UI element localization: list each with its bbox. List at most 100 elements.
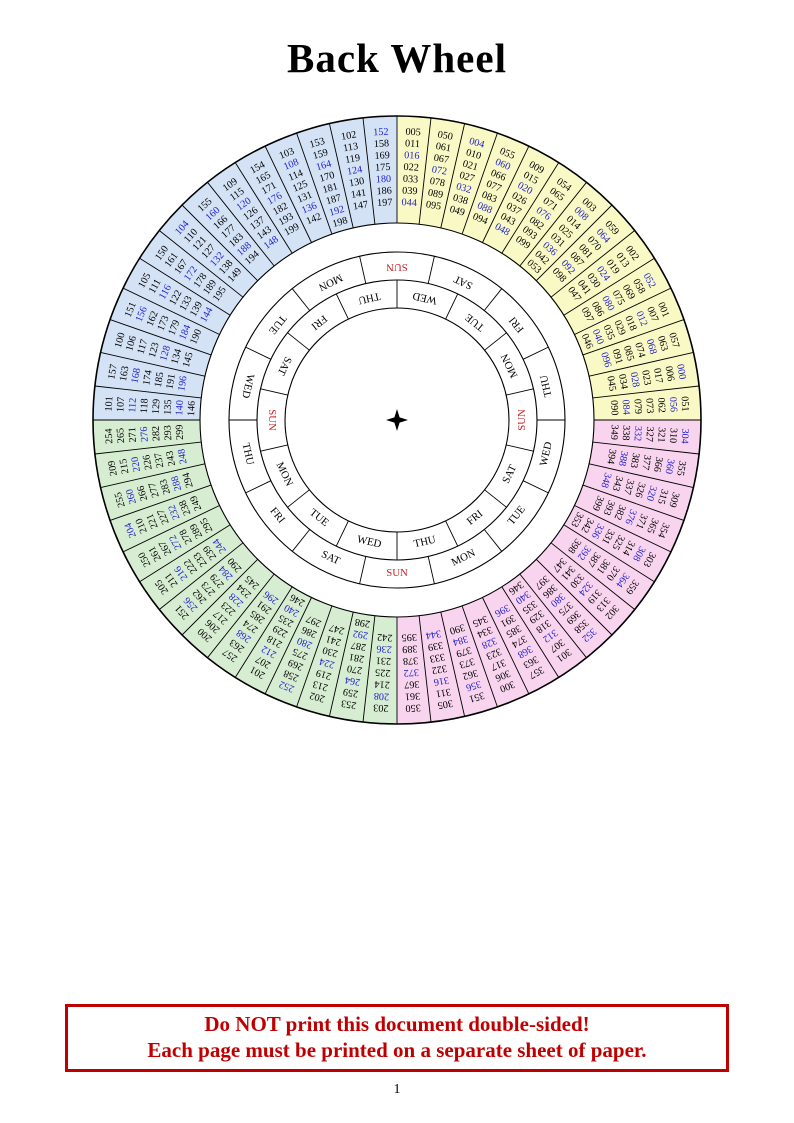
year-number: 018 bbox=[622, 314, 638, 332]
year-number: 130 bbox=[348, 176, 365, 189]
day-label-sun: SUN bbox=[386, 567, 408, 579]
year-number: 100 bbox=[113, 331, 128, 349]
print-warning-box: Do NOT print this document double-sided!… bbox=[65, 1004, 729, 1072]
year-number: 085 bbox=[621, 344, 636, 362]
day-label-tue: TUE bbox=[505, 503, 528, 527]
year-number: 056 bbox=[667, 397, 679, 413]
year-number: 164 bbox=[315, 158, 333, 173]
year-number: 001 bbox=[655, 301, 671, 319]
year-number: 175 bbox=[375, 162, 391, 174]
year-number: 266 bbox=[135, 484, 150, 502]
year-number: 232 bbox=[166, 503, 182, 521]
year-number: 004 bbox=[468, 136, 486, 151]
year-number: 305 bbox=[437, 697, 454, 710]
year-number: 152 bbox=[373, 127, 389, 139]
year-number: 242 bbox=[377, 631, 393, 643]
year-number: 237 bbox=[153, 452, 166, 469]
year-number: 038 bbox=[452, 192, 470, 207]
year-number: 337 bbox=[621, 478, 636, 496]
year-number: 151 bbox=[123, 301, 139, 319]
year-number: 390 bbox=[448, 621, 466, 636]
year-number: 253 bbox=[340, 697, 357, 710]
day-label-thu: THU bbox=[239, 442, 256, 467]
year-number: 142 bbox=[305, 211, 323, 227]
year-number: 091 bbox=[610, 348, 625, 366]
year-number: 170 bbox=[318, 170, 336, 185]
year-number: 040 bbox=[590, 328, 606, 346]
year-number: 114 bbox=[287, 168, 305, 184]
year-number: 260 bbox=[124, 488, 139, 506]
year-number: 173 bbox=[156, 314, 172, 332]
year-number: 210 bbox=[134, 517, 150, 535]
year-number: 022 bbox=[403, 162, 419, 174]
year-number: 066 bbox=[489, 168, 507, 184]
day-label-fri: FRI bbox=[506, 314, 526, 335]
year-number: 051 bbox=[679, 396, 691, 412]
year-number: 249 bbox=[188, 494, 204, 512]
year-number: 083 bbox=[480, 189, 498, 205]
year-number: 320 bbox=[644, 484, 659, 502]
year-number: 293 bbox=[162, 425, 174, 441]
year-number: 311 bbox=[435, 686, 452, 699]
year-number: 281 bbox=[348, 651, 365, 664]
year-number: 322 bbox=[431, 662, 448, 675]
day-label-fri: FRI bbox=[267, 505, 287, 526]
year-number: 102 bbox=[340, 129, 357, 142]
year-number: 147 bbox=[352, 199, 369, 212]
year-number: 044 bbox=[401, 197, 417, 209]
day-label-thu: THU bbox=[413, 534, 438, 551]
year-number: 258 bbox=[282, 667, 300, 683]
year-number: 271 bbox=[127, 427, 139, 443]
year-number: 315 bbox=[655, 488, 670, 506]
year-number: 333 bbox=[429, 651, 446, 664]
year-number: 351 bbox=[468, 689, 486, 704]
year-number: 203 bbox=[373, 702, 389, 714]
year-number: 179 bbox=[166, 319, 182, 337]
year-number: 280 bbox=[296, 634, 314, 650]
year-number: 198 bbox=[331, 215, 349, 230]
year-number: 376 bbox=[622, 508, 638, 526]
year-number: 181 bbox=[321, 181, 339, 196]
year-number: 362 bbox=[461, 667, 479, 682]
day-label-sun: SUN bbox=[516, 409, 528, 431]
year-number: 275 bbox=[291, 645, 309, 661]
year-number: 196 bbox=[176, 375, 189, 392]
year-number: 384 bbox=[452, 633, 470, 648]
year-number: 118 bbox=[139, 398, 151, 413]
year-number: 297 bbox=[305, 613, 323, 629]
year-number: 028 bbox=[628, 371, 641, 388]
day-label-sat: SAT bbox=[500, 463, 519, 486]
perpetual-calendar-wheel: 0050110160220330390440500610670720780890… bbox=[92, 115, 702, 725]
year-number: 062 bbox=[655, 397, 667, 413]
year-number: 090 bbox=[608, 400, 620, 416]
year-number: 349 bbox=[608, 424, 620, 440]
year-number: 079 bbox=[631, 399, 643, 415]
year-number: 034 bbox=[616, 373, 629, 390]
year-number: 299 bbox=[174, 424, 186, 440]
day-label-fri: FRI bbox=[308, 312, 329, 332]
year-number: 393 bbox=[601, 498, 617, 516]
year-number: 224 bbox=[318, 655, 336, 670]
page-number: 1 bbox=[393, 1082, 401, 1097]
year-number: 162 bbox=[145, 310, 161, 328]
day-label-fri: FRI bbox=[465, 508, 486, 528]
year-number: 225 bbox=[375, 666, 391, 678]
year-number: 073 bbox=[643, 398, 655, 414]
year-number: 344 bbox=[425, 627, 442, 640]
year-number: 292 bbox=[352, 627, 369, 640]
year-number: 202 bbox=[308, 689, 326, 704]
year-number: 089 bbox=[427, 188, 444, 201]
year-number: 276 bbox=[139, 426, 151, 442]
year-number: 103 bbox=[278, 146, 296, 162]
year-number: 168 bbox=[130, 367, 143, 384]
year-number: 186 bbox=[376, 185, 392, 197]
year-number: 248 bbox=[176, 448, 189, 465]
year-number: 304 bbox=[679, 428, 691, 444]
year-number: 345 bbox=[471, 613, 489, 629]
year-number: 204 bbox=[123, 521, 139, 539]
year-number: 288 bbox=[169, 475, 184, 493]
year-number: 343 bbox=[610, 475, 625, 493]
year-number: 159 bbox=[312, 147, 330, 162]
year-number: 395 bbox=[401, 631, 417, 643]
year-number: 209 bbox=[106, 460, 119, 477]
